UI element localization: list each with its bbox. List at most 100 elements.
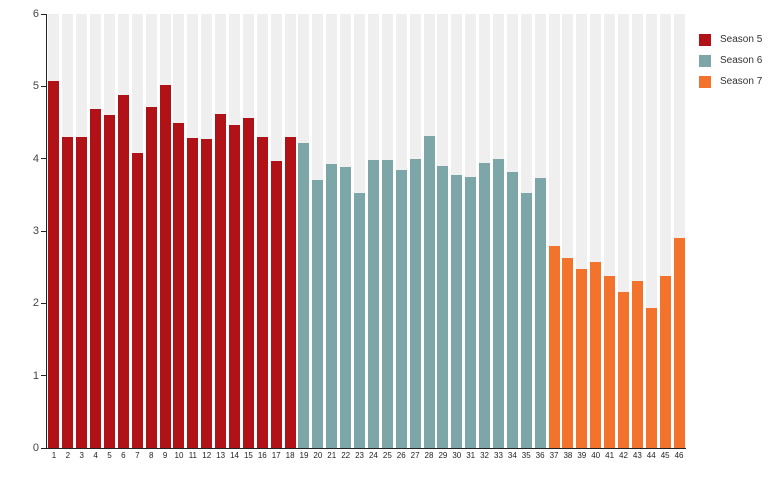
y-tick-label: 6	[32, 8, 39, 20]
bar-episode-25	[381, 160, 393, 448]
y-tick-label: 2	[32, 297, 39, 310]
y-tick-label: 5	[32, 80, 39, 93]
bar-episode-4	[90, 108, 102, 448]
y-axis-tick	[41, 375, 46, 377]
legend-item-season-6: Season 6	[699, 50, 762, 71]
bar-episode-24	[367, 160, 379, 448]
x-tick-label: 21	[327, 451, 337, 460]
y-tick-label: 4	[32, 152, 39, 165]
x-tick-label: 39	[577, 451, 587, 460]
x-tick-label: 36	[535, 451, 545, 460]
y-tick-label: 1	[32, 369, 39, 382]
bar-episode-13	[215, 113, 227, 448]
column-background	[562, 14, 574, 448]
column-background	[617, 14, 629, 448]
bar-episode-28	[423, 136, 435, 448]
x-tick-label: 37	[549, 451, 559, 460]
column-background	[548, 14, 560, 448]
bar-episode-30	[451, 175, 463, 448]
bar-episode-5	[104, 115, 115, 448]
bar-episode-44	[645, 308, 657, 448]
bar-episode-2	[62, 136, 74, 448]
x-tick-label: 30	[452, 451, 462, 460]
bar-episode-8	[145, 106, 157, 448]
legend-label: Season 5	[720, 34, 763, 45]
bar-episode-31	[465, 177, 477, 448]
x-tick-label: 24	[368, 451, 378, 460]
column-background	[673, 14, 685, 448]
x-tick-label: 20	[313, 451, 323, 460]
legend-swatch	[699, 75, 711, 88]
x-tick-label: 19	[299, 451, 309, 460]
bar-episode-10	[173, 122, 185, 448]
column-background	[659, 14, 671, 448]
legend-swatch	[699, 54, 711, 67]
x-tick-label: 45	[660, 451, 670, 460]
bar-episode-15	[242, 118, 254, 448]
x-tick-label: 1	[51, 451, 57, 460]
x-tick-label: 34	[507, 451, 517, 460]
bar-episode-23	[354, 193, 366, 448]
x-tick-label: 28	[424, 451, 434, 460]
column-background	[631, 14, 643, 448]
bar-episode-18	[284, 136, 296, 448]
column-background	[645, 14, 657, 448]
x-tick-label: 42	[619, 451, 628, 460]
bar-episode-29	[437, 165, 449, 448]
x-tick-label: 8	[148, 451, 154, 460]
y-axis-tick	[41, 85, 46, 87]
bar-episode-46	[673, 238, 685, 448]
bar-episode-7	[131, 152, 143, 448]
x-tick-label: 11	[188, 451, 197, 460]
x-tick-label: 16	[257, 451, 267, 460]
x-tick-label: 3	[79, 451, 84, 460]
x-tick-label: 33	[494, 451, 503, 460]
bar-episode-35	[520, 192, 532, 448]
x-tick-label: 10	[174, 451, 184, 460]
bar-episode-19	[298, 142, 310, 448]
bar-episode-34	[506, 171, 518, 448]
bar-episode-14	[229, 124, 241, 448]
plot-area: 0 1 2 3 4 5 6 1 2 3 4 5 6 7 8 9 10 11 12 13 14 15 16 17 18 19 20 21…	[33, 9, 686, 460]
bar-episode-17	[270, 160, 282, 448]
bar-episode-42	[617, 292, 629, 448]
x-tick-label: 7	[135, 451, 140, 460]
x-tick-label: 15	[243, 451, 253, 460]
y-axis-tick	[41, 447, 46, 449]
x-tick-label: 2	[65, 451, 71, 460]
x-tick-label: 5	[107, 451, 112, 460]
bar-episode-16	[256, 136, 268, 448]
x-tick-label: 35	[521, 451, 531, 460]
x-tick-label: 25	[382, 451, 392, 460]
bar-episode-11	[187, 138, 199, 448]
x-tick-label: 41	[605, 451, 615, 460]
x-tick-label: 31	[466, 451, 476, 460]
x-tick-label: 9	[162, 451, 168, 460]
x-tick-label: 12	[202, 451, 212, 460]
y-tick-label: 3	[32, 225, 39, 237]
column-background	[590, 14, 602, 448]
legend: Season 5 Season 6 Season 7	[699, 29, 762, 92]
x-tick-label: 46	[674, 451, 684, 460]
x-tick-label: 26	[396, 451, 406, 460]
bar-episode-20	[312, 179, 324, 448]
bar-episode-32	[479, 163, 491, 448]
x-tick-label: 43	[632, 451, 642, 460]
y-axis-tick	[41, 158, 46, 160]
x-tick-label: 14	[230, 451, 239, 460]
x-tick-label: 13	[216, 451, 226, 460]
y-axis-tick	[41, 302, 46, 304]
bar-episode-21	[326, 164, 338, 448]
legend-item-season-7: Season 7	[699, 71, 762, 92]
x-tick-label: 40	[591, 451, 601, 460]
bar-episode-12	[201, 139, 213, 448]
column-background	[604, 14, 616, 448]
legend-label: Season 6	[720, 55, 763, 66]
y-axis-tick	[41, 230, 46, 232]
x-tick-label: 6	[121, 451, 126, 460]
legend-swatch	[699, 33, 711, 46]
bar-episode-37	[548, 246, 560, 448]
x-tick-label: 38	[563, 451, 573, 460]
legend-item-season-5: Season 5	[699, 29, 762, 50]
